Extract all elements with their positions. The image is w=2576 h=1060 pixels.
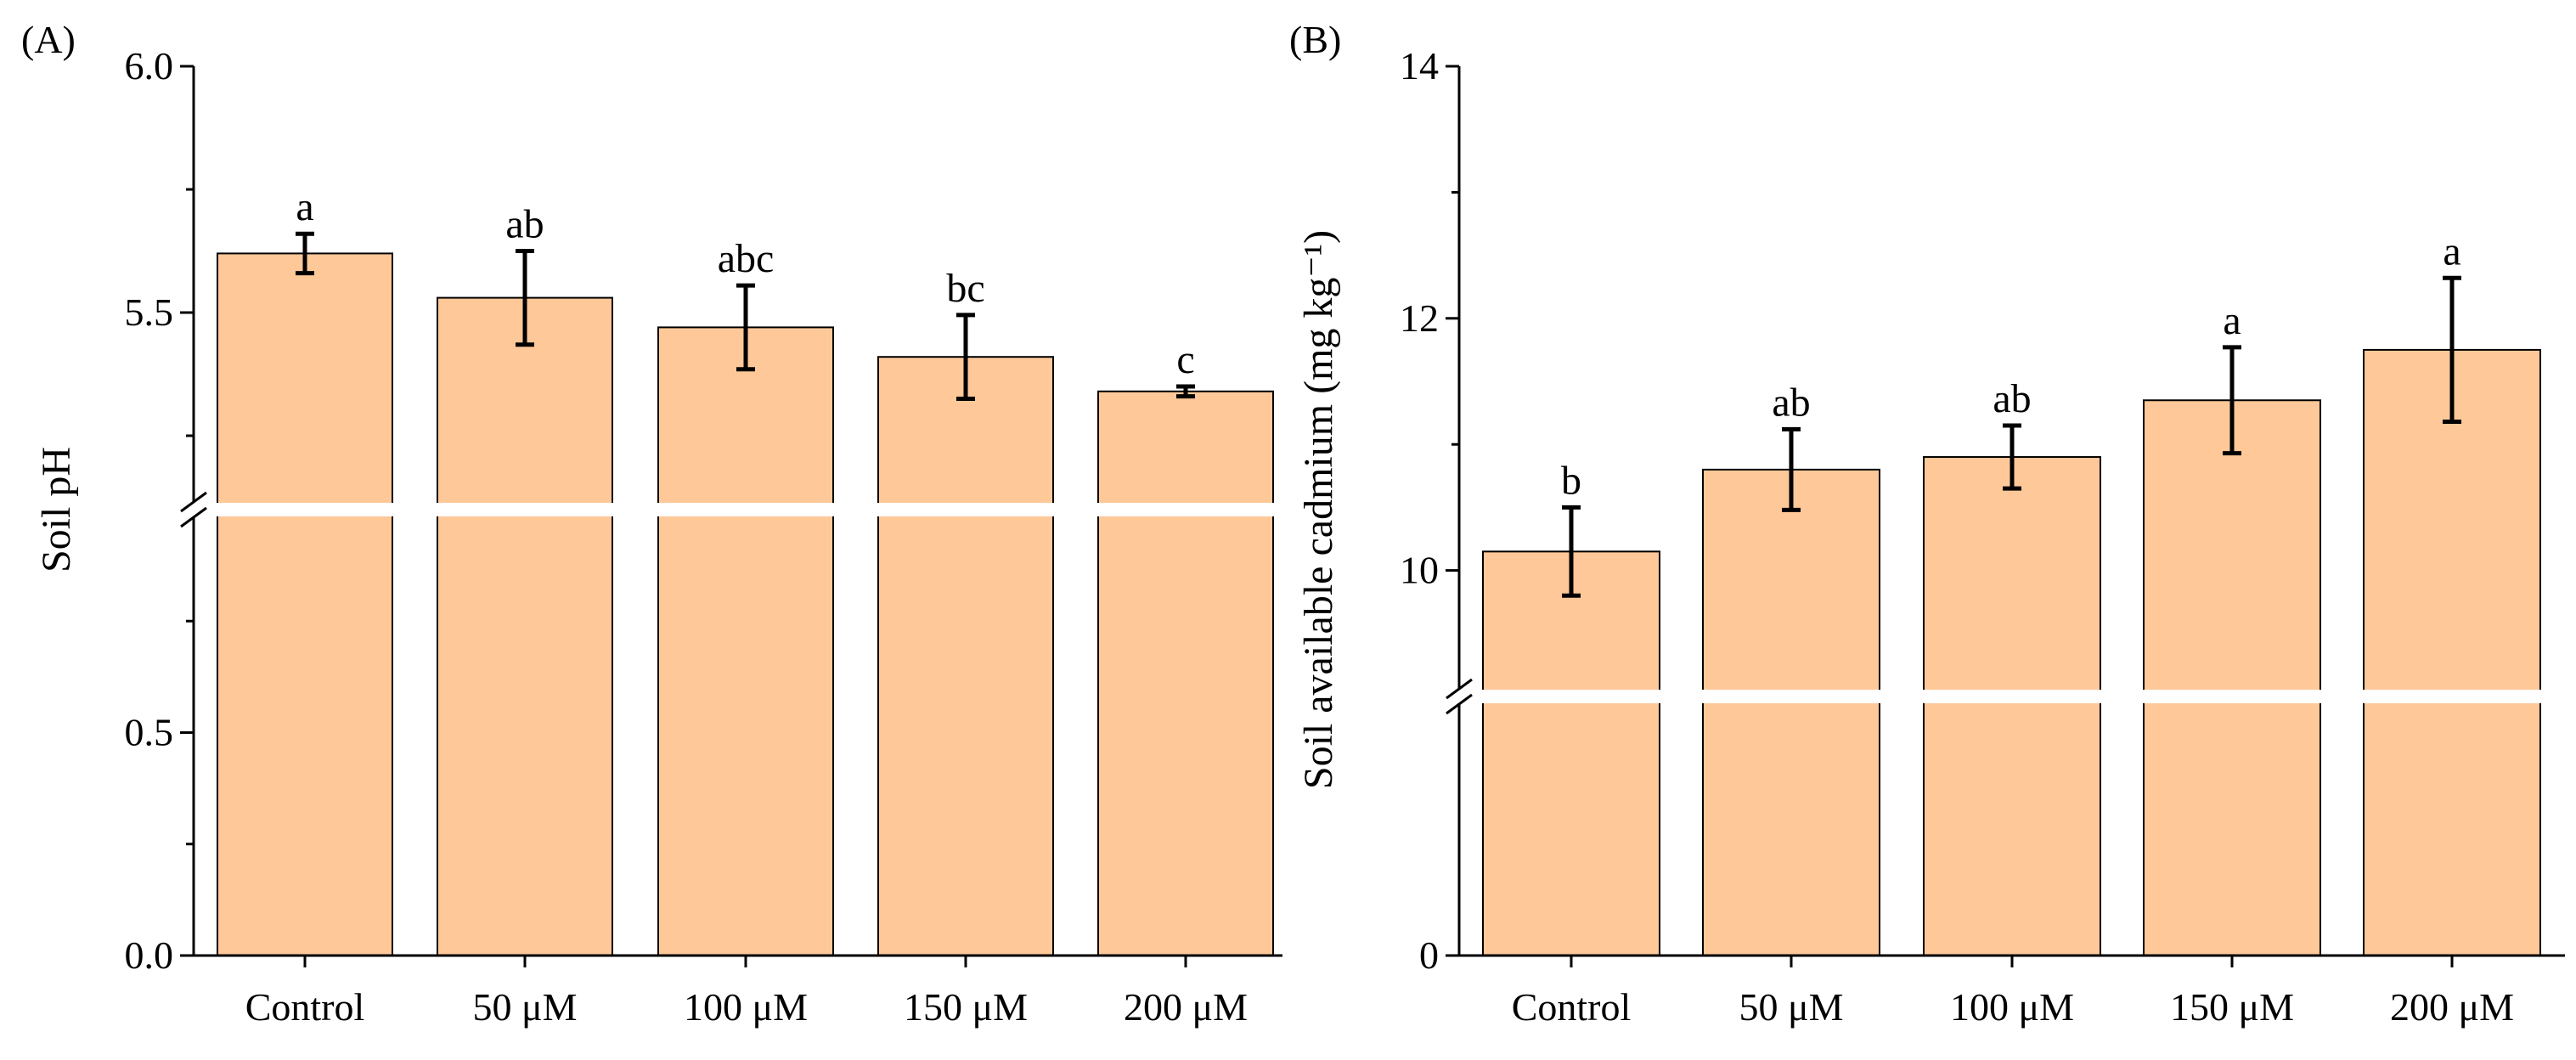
- x-tick-label-1: 50 μM: [1739, 985, 1843, 1029]
- x-tick-label-3: 150 μM: [2170, 985, 2294, 1029]
- error-bar-1: [1782, 426, 1801, 512]
- significance-label-3: bc: [946, 266, 984, 311]
- significance-label-2: abc: [718, 236, 775, 281]
- y-tick-label-1: 0.5: [125, 711, 174, 754]
- significance-label-0: a: [296, 184, 313, 229]
- x-tick-label-2: 100 μM: [684, 985, 808, 1029]
- y-tick-label-1: 10: [1400, 549, 1439, 592]
- x-tick-label-4: 200 μM: [2390, 985, 2514, 1029]
- panel-b: (B) b ab ab a a 0 10 12 14 Control 50 μM 100 μM 150 μ…: [1289, 18, 2567, 1029]
- x-tick-label-1: 50 μM: [472, 985, 577, 1029]
- axis-break-band: [192, 503, 1284, 516]
- significance-label-4: a: [2443, 228, 2460, 273]
- error-bar-3: [2223, 345, 2241, 456]
- bar-4: [1097, 390, 1274, 956]
- significance-label-1: ab: [1772, 380, 1810, 425]
- x-tick-label-0: Control: [1512, 985, 1632, 1029]
- axis-break-band: [1457, 690, 2567, 703]
- error-bar-1: [516, 249, 534, 347]
- bar-0: [217, 252, 393, 956]
- significance-label-1: ab: [505, 202, 544, 247]
- error-bar-2: [736, 283, 755, 372]
- significance-label-3: a: [2223, 298, 2241, 343]
- significance-label-4: c: [1176, 337, 1194, 382]
- bar-4: [2363, 348, 2541, 956]
- error-bar-0: [1562, 505, 1581, 598]
- error-bar-0: [296, 231, 314, 276]
- error-bar-4: [1176, 384, 1195, 399]
- error-bar-2: [2003, 423, 2021, 491]
- bar-3: [877, 356, 1054, 956]
- error-bar-3: [956, 313, 975, 401]
- y-axis-title: Soil available cadmium (mg kg⁻¹): [1296, 230, 1341, 789]
- bar-2: [1923, 456, 2101, 956]
- y-axis-title: Soil pH: [34, 447, 79, 572]
- bar-3: [2143, 399, 2321, 956]
- axis-break-mark: [1446, 678, 1473, 715]
- x-tick-label-2: 100 μM: [1950, 985, 2074, 1029]
- x-tick-label-0: Control: [245, 985, 365, 1029]
- bar-0: [1482, 550, 1660, 957]
- y-tick-label-2: 12: [1400, 296, 1439, 340]
- y-tick-label-3: 6.0: [125, 44, 174, 87]
- bar-2: [657, 326, 834, 956]
- x-tick-label-3: 150 μM: [904, 985, 1028, 1029]
- panel-label: (B): [1289, 18, 1341, 61]
- y-tick-label-0: 0: [1419, 933, 1439, 977]
- significance-label-0: b: [1561, 458, 1581, 503]
- error-bar-4: [2443, 275, 2461, 424]
- bar-1: [437, 296, 613, 957]
- x-tick-label-4: 200 μM: [1124, 985, 1248, 1029]
- panel-a: (A) a ab abc bc c 0.0 0.5 5.5 6.0 Control 50 μM 100 …: [21, 18, 1284, 1029]
- axis-break-mark: [180, 491, 207, 528]
- y-tick-label-0: 0.0: [125, 933, 174, 977]
- bar-1: [1702, 468, 1880, 956]
- panel-label: (A): [21, 18, 76, 61]
- significance-label-2: ab: [1993, 376, 2031, 421]
- y-tick-label-2: 5.5: [125, 290, 174, 334]
- y-tick-label-3: 14: [1400, 44, 1439, 87]
